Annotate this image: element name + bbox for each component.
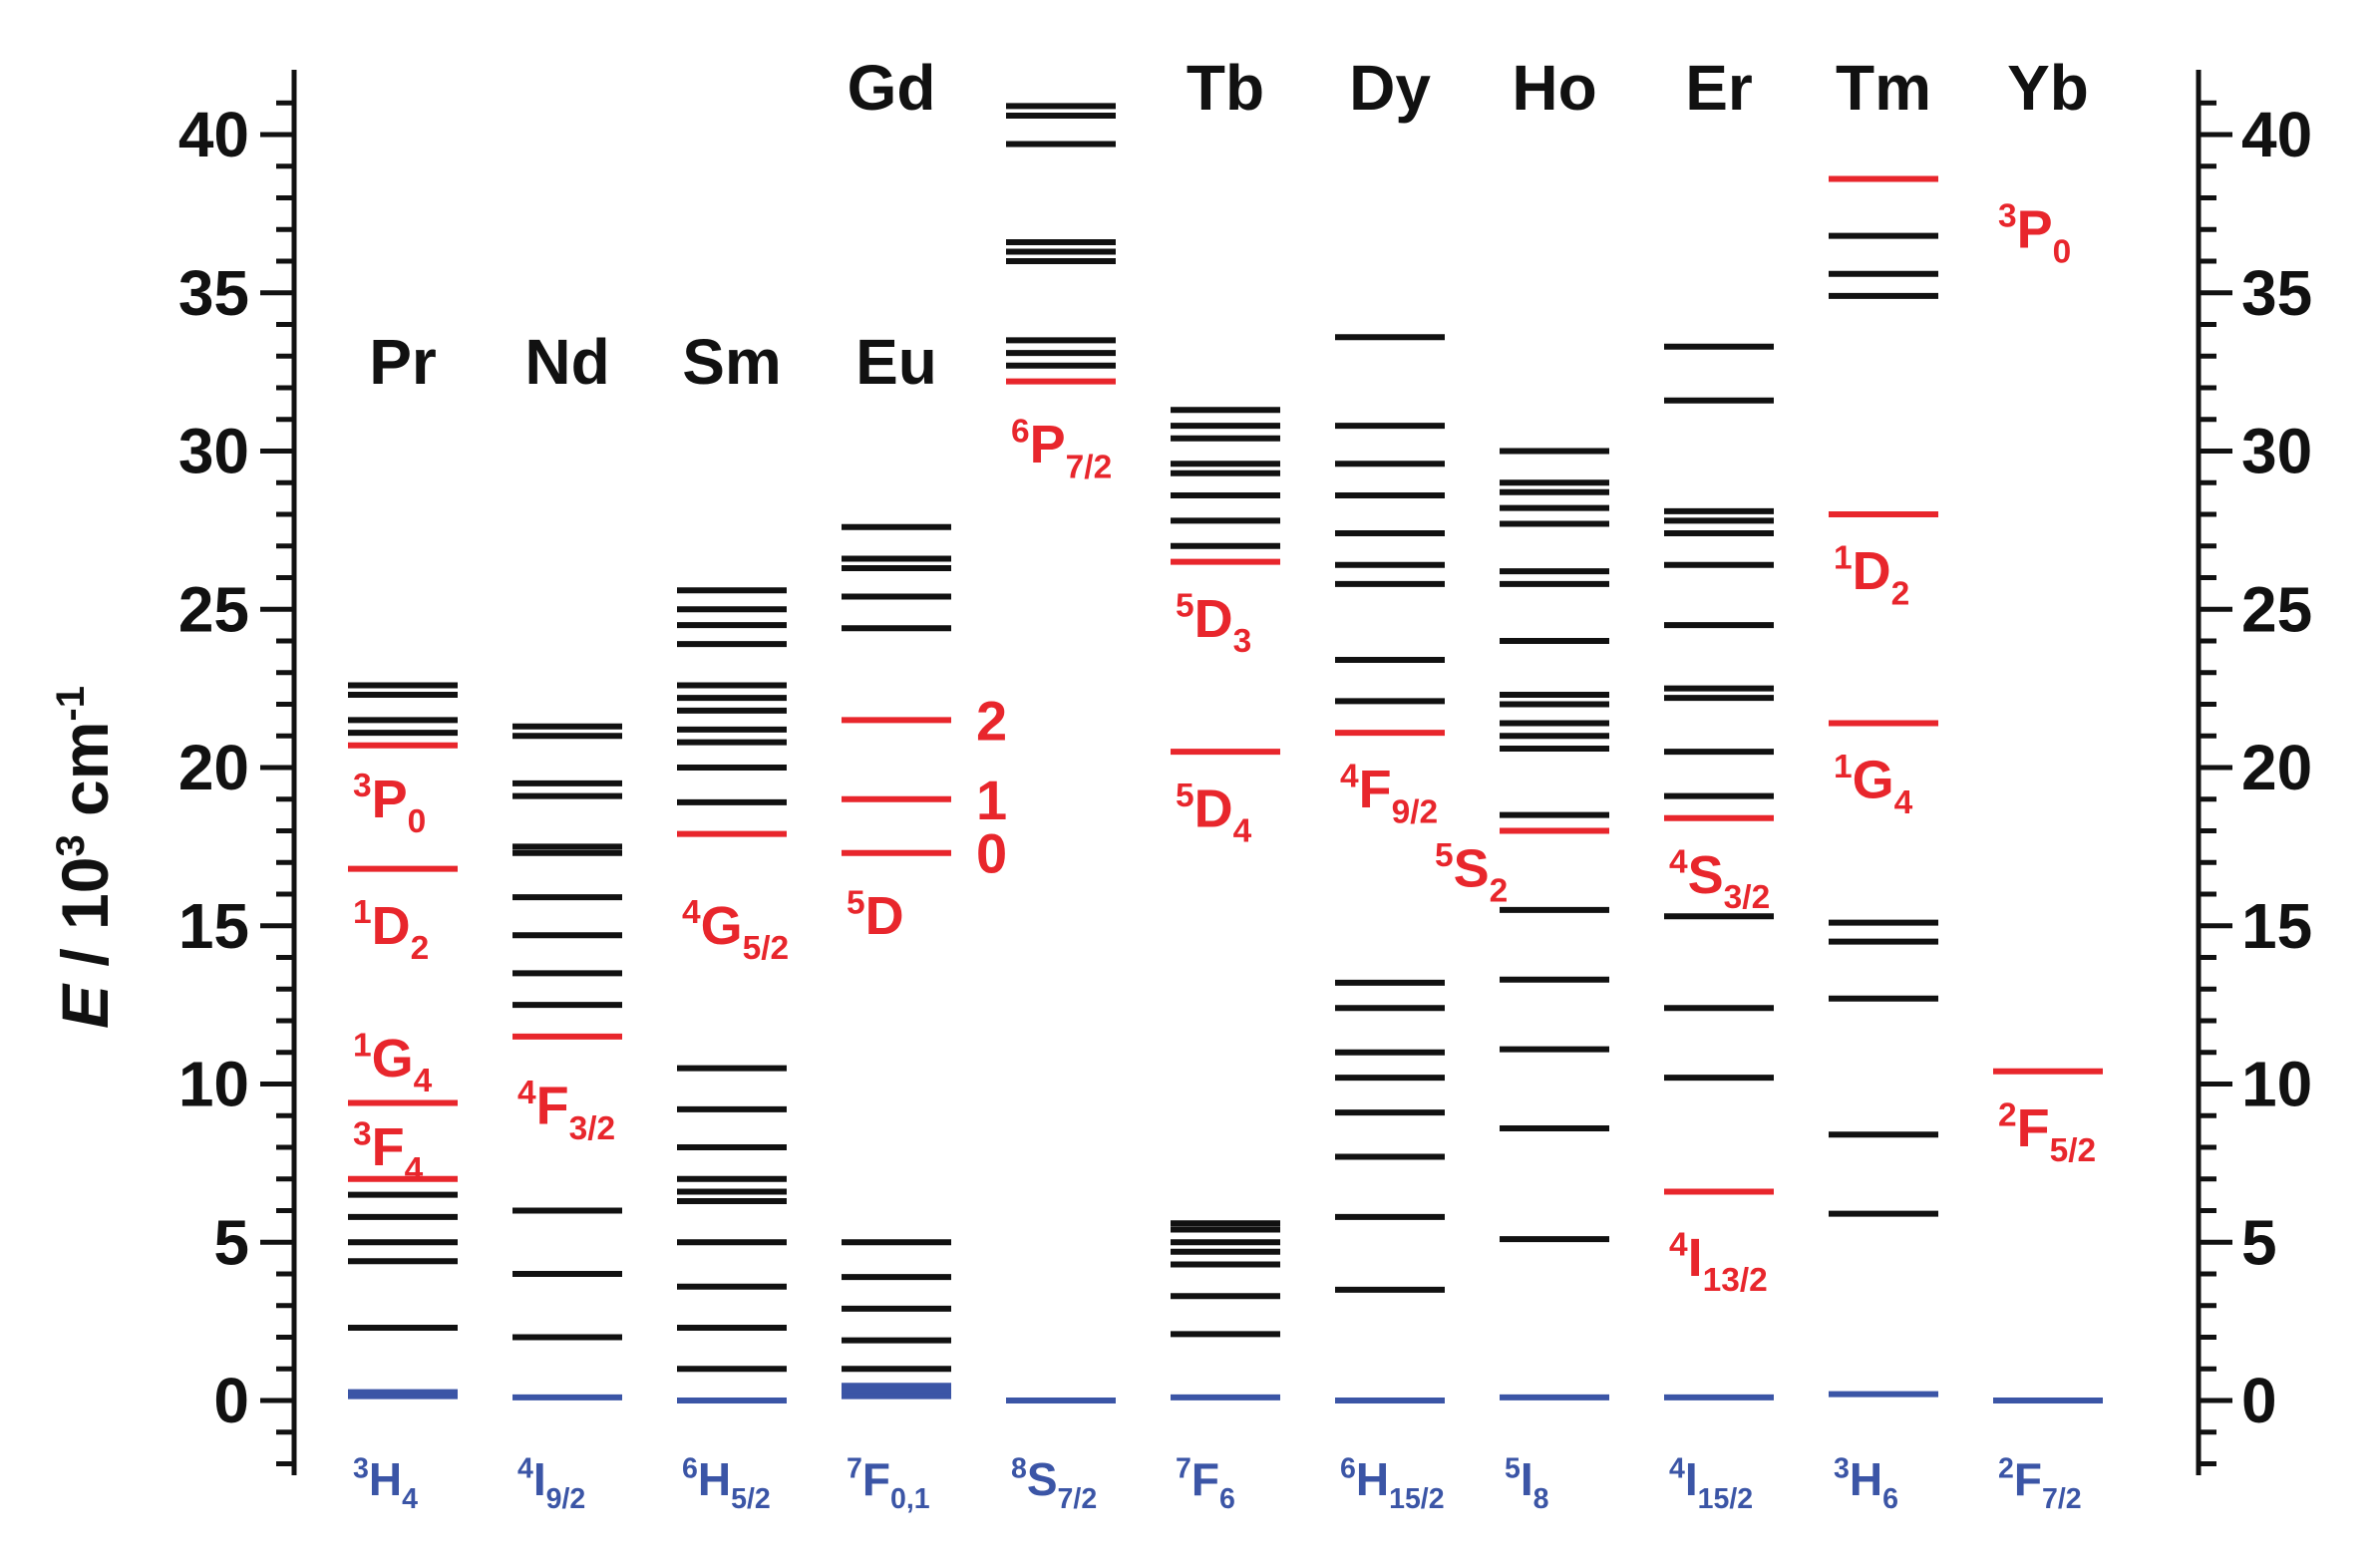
y-tick-label-left: 0 [213,1365,249,1436]
j-label-eu: 2 [976,689,1007,752]
ion-name-dy: Dy [1349,52,1431,124]
excited-term-pr: 1D2 [353,894,429,967]
ion-name-tm: Tm [1836,52,1931,124]
excited-term-pr: 3P0 [353,768,426,840]
ground-term-gd: 8S7/2 [1011,1453,1097,1515]
y-tick-label-right: 10 [2241,1049,2312,1120]
ion-name-nd: Nd [524,326,609,398]
ion-name-gd: Gd [848,52,936,124]
excited-term-pr: 3F4 [353,1115,424,1188]
y-tick-label-left: 5 [213,1206,249,1278]
excited-term-gd: 6P7/2 [1011,414,1112,486]
excited-term-sm: 4G5/2 [682,894,789,967]
excited-term-tm: 1G4 [1834,749,1913,821]
y-tick-label-right: 25 [2241,573,2312,645]
ion-name-eu: Eu [855,326,937,398]
excited-term-tb: 5D4 [1176,778,1252,850]
y-tick-label-right: 40 [2241,99,2312,170]
y-tick-label-left: 30 [178,416,249,487]
excited-term-pr: 1G4 [353,1028,433,1100]
ground-term-tb: 7F6 [1176,1453,1235,1515]
excited-term-dy: 4F9/2 [1340,759,1438,831]
ion-name-pr: Pr [369,326,437,398]
ground-term-pr: 3H4 [353,1453,418,1515]
ground-term-nd: 4I9/2 [517,1453,585,1515]
y-tick-label-right: 35 [2241,257,2312,329]
ground-term-er: 4I15/2 [1669,1453,1753,1515]
y-axis-label: E / 103 cm-1 [48,686,122,1029]
ground-term-sm: 6H5/2 [682,1453,771,1515]
y-tick-label-right: 30 [2241,416,2312,487]
ground-term-ho: 5I8 [1505,1453,1549,1515]
ion-name-tb: Tb [1187,52,1264,124]
ion-name-sm: Sm [682,326,782,398]
j-label-eu: 1 [976,769,1007,831]
ion-name-er: Er [1685,52,1753,124]
y-tick-label-left: 15 [178,890,249,962]
y-tick-label-left: 10 [178,1049,249,1120]
ground-term-eu: 7F0,1 [847,1453,930,1515]
y-tick-label-right: 0 [2241,1365,2277,1436]
ion-name-yb: Yb [2007,52,2089,124]
y-tick-label-left: 40 [178,99,249,170]
ground-term-yb: 2F7/2 [1998,1453,2082,1515]
excited-term-ho: 5S2 [1435,837,1508,910]
y-tick-label-left: 20 [178,732,249,803]
excited-term-tm: 1D2 [1834,540,1909,613]
excited-term-er: 4S3/2 [1669,843,1770,916]
y-tick-label-right: 20 [2241,732,2312,803]
excited-term-yb: 2F5/2 [1998,1096,2096,1169]
ground-term-tm: 3H6 [1834,1453,1898,1515]
excited-term-er: 4I13/2 [1669,1227,1768,1300]
y-tick-label-left: 25 [178,573,249,645]
excited-term-yb: 3P0 [1998,198,2071,271]
y-tick-label-right: 15 [2241,890,2312,962]
j-label-eu: 0 [976,822,1007,885]
ion-name-ho: Ho [1512,52,1596,124]
y-tick-label-left: 35 [178,257,249,329]
excited-term-tb: 5D3 [1176,587,1251,660]
y-tick-label-right: 5 [2241,1206,2277,1278]
ground-term-dy: 6H15/2 [1340,1453,1445,1515]
excited-term-eu: 5D [847,885,904,947]
excited-term-nd: 4F3/2 [517,1075,615,1147]
